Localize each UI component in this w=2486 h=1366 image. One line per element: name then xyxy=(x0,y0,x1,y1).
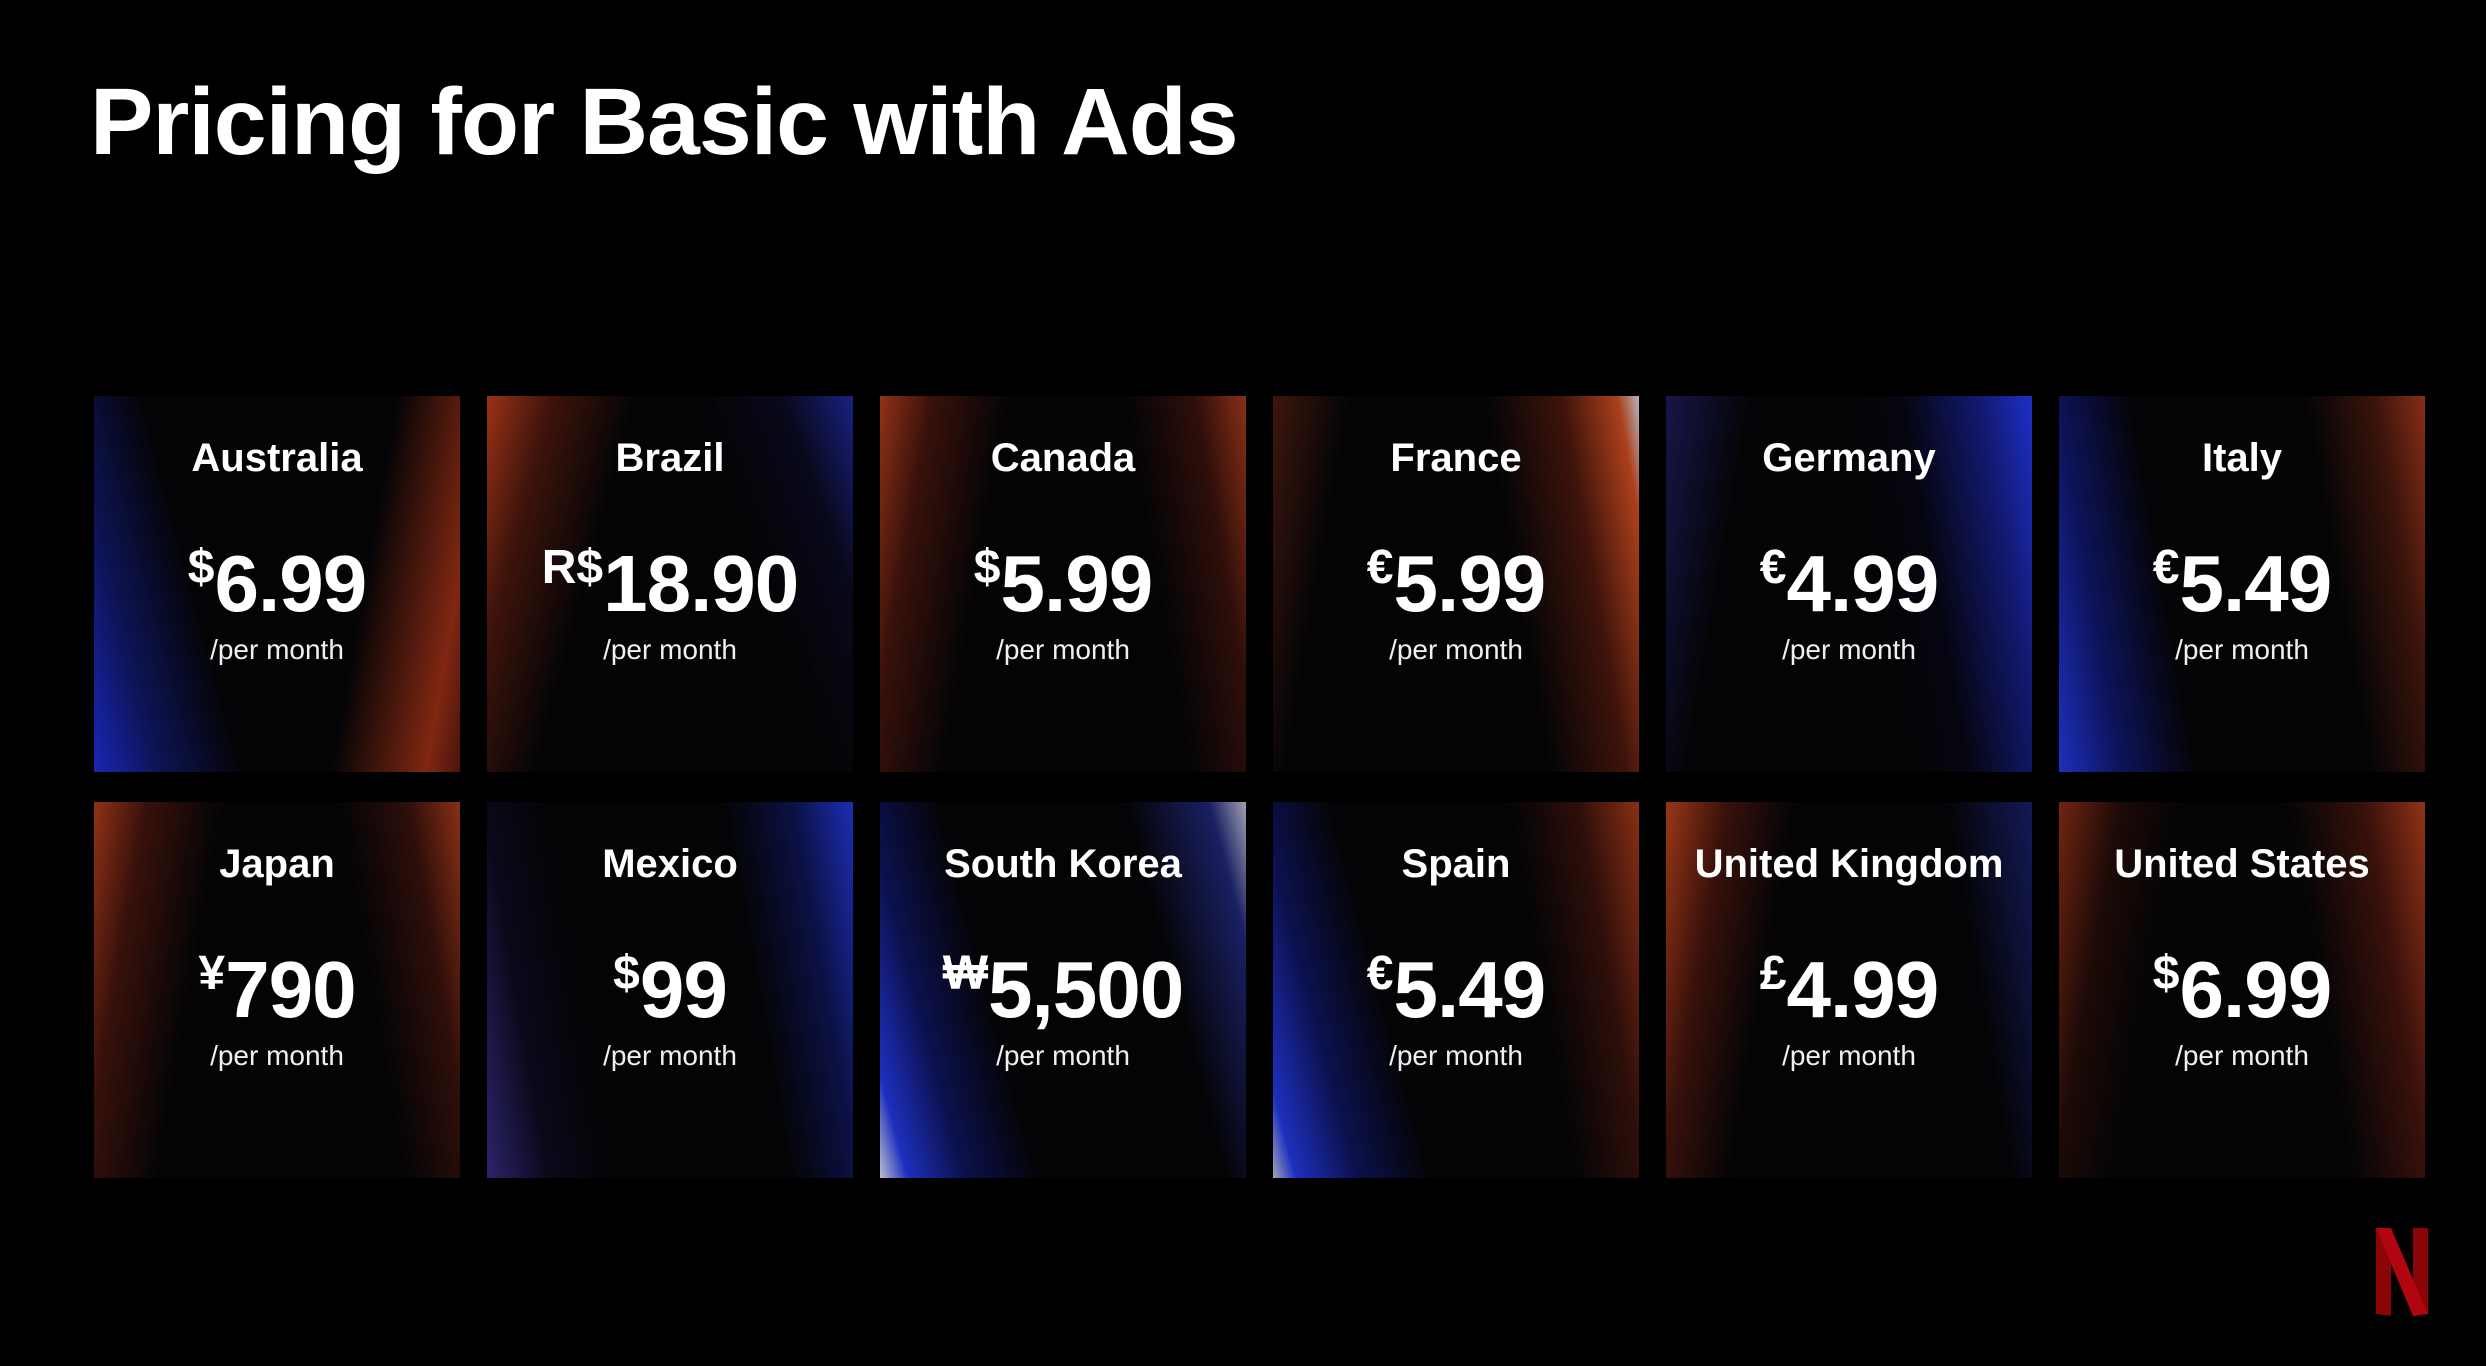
price: €5.99 xyxy=(1273,544,1639,624)
country-name: Germany xyxy=(1762,436,1936,480)
price-amount: 6.99 xyxy=(2179,945,2333,1034)
price-card-south-korea: South Korea ₩5,500 /per month xyxy=(880,802,1246,1178)
price-amount: 99 xyxy=(639,945,728,1034)
price-amount: 5.49 xyxy=(1393,945,1547,1034)
currency-symbol: $ xyxy=(973,541,1001,594)
price: $6.99 xyxy=(2059,950,2425,1030)
per-month-label: /per month xyxy=(996,1040,1130,1071)
price-card-united-states: United States $6.99 /per month xyxy=(2059,802,2425,1178)
price-card-canada: Canada $5.99 /per month xyxy=(880,396,1246,772)
currency-symbol: € xyxy=(1759,541,1787,594)
price-card-united-kingdom: United Kingdom £4.99 /per month xyxy=(1666,802,2032,1178)
price-amount: 5.49 xyxy=(2179,539,2333,628)
price: R$18.90 xyxy=(487,544,853,624)
currency-symbol: € xyxy=(1366,541,1394,594)
country-name: South Korea xyxy=(944,842,1182,886)
per-month-label: /per month xyxy=(1389,1040,1523,1071)
country-name: France xyxy=(1390,436,1522,480)
per-month-label: /per month xyxy=(2175,634,2309,665)
per-month-label: /per month xyxy=(1782,1040,1916,1071)
price-card-mexico: Mexico $99 /per month xyxy=(487,802,853,1178)
price-card-italy: Italy €5.49 /per month xyxy=(2059,396,2425,772)
price-card-germany: Germany €4.99 /per month xyxy=(1666,396,2032,772)
per-month-label: /per month xyxy=(603,1040,737,1071)
per-month-label: /per month xyxy=(210,1040,344,1071)
price-amount: 5.99 xyxy=(1000,539,1154,628)
per-month-label: /per month xyxy=(1782,634,1916,665)
price: $5.99 xyxy=(880,544,1246,624)
currency-symbol: £ xyxy=(1759,947,1787,1000)
price-card-spain: Spain €5.49 /per month xyxy=(1273,802,1639,1178)
price: €4.99 xyxy=(1666,544,2032,624)
price-amount: 5.99 xyxy=(1393,539,1547,628)
per-month-label: /per month xyxy=(2175,1040,2309,1071)
currency-symbol: € xyxy=(1366,947,1394,1000)
country-name: Spain xyxy=(1401,842,1511,886)
price: $6.99 xyxy=(94,544,460,624)
price: ₩5,500 xyxy=(880,950,1246,1030)
price-card-australia: Australia $6.99 /per month xyxy=(94,396,460,772)
per-month-label: /per month xyxy=(603,634,737,665)
price-card-brazil: Brazil R$18.90 /per month xyxy=(487,396,853,772)
currency-symbol: $ xyxy=(613,947,640,1000)
currency-symbol: $ xyxy=(2152,947,2180,1000)
price-amount: 790 xyxy=(225,945,356,1034)
price-amount: 4.99 xyxy=(1786,945,1940,1034)
country-name: Australia xyxy=(191,436,363,480)
country-name: Japan xyxy=(219,842,335,886)
price: ¥790 xyxy=(94,950,460,1030)
price-amount: 6.99 xyxy=(214,539,368,628)
country-name: Brazil xyxy=(615,436,725,480)
per-month-label: /per month xyxy=(1389,634,1523,665)
price-card-japan: Japan ¥790 /per month xyxy=(94,802,460,1178)
per-month-label: /per month xyxy=(210,634,344,665)
currency-symbol: $ xyxy=(187,541,215,594)
country-name: United Kingdom xyxy=(1694,842,2004,886)
price-card-france: France €5.99 /per month xyxy=(1273,396,1639,772)
country-name: Italy xyxy=(2201,436,2283,480)
netflix-n-logo-icon xyxy=(2376,1228,2428,1316)
price: €5.49 xyxy=(2059,544,2425,624)
pricing-grid: Australia $6.99 /per month Brazil R$18.9… xyxy=(94,396,2426,1178)
price: £4.99 xyxy=(1666,950,2032,1030)
price: €5.49 xyxy=(1273,950,1639,1030)
price-amount: 4.99 xyxy=(1786,539,1940,628)
page-title: Pricing for Basic with Ads xyxy=(90,69,1239,175)
price-amount: 18.90 xyxy=(603,539,799,628)
country-name: United States xyxy=(2114,842,2370,886)
currency-symbol: ₩ xyxy=(942,947,989,1000)
currency-symbol: R$ xyxy=(541,541,604,594)
price-amount: 5,500 xyxy=(988,945,1184,1034)
per-month-label: /per month xyxy=(996,634,1130,665)
price: $99 xyxy=(487,950,853,1030)
country-name: Canada xyxy=(990,436,1136,480)
currency-symbol: € xyxy=(2152,541,2180,594)
country-name: Mexico xyxy=(602,842,738,886)
currency-symbol: ¥ xyxy=(198,947,226,1000)
